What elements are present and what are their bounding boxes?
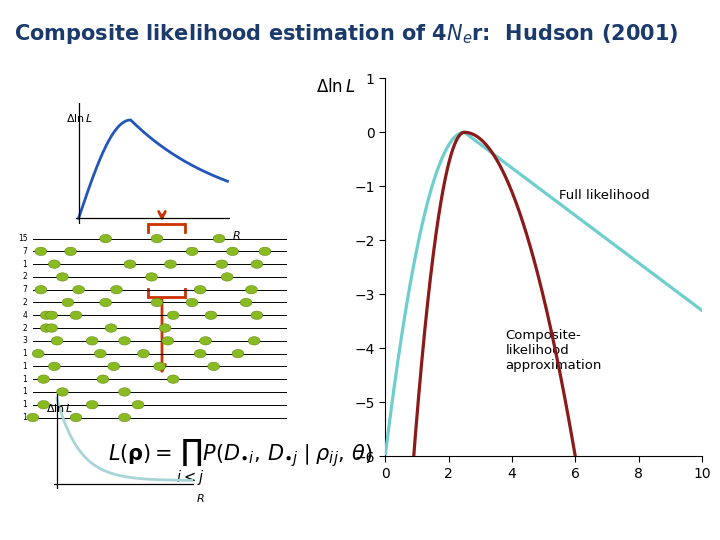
Circle shape [46,324,58,332]
Circle shape [97,375,109,383]
Circle shape [99,298,112,307]
Circle shape [73,286,85,294]
Circle shape [194,286,206,294]
Circle shape [35,286,47,294]
Circle shape [108,362,120,370]
Circle shape [213,234,225,243]
Text: Composite-
likelihood
approximation: Composite- likelihood approximation [505,329,602,373]
Circle shape [37,375,50,383]
Text: 15: 15 [18,234,27,243]
Text: 2: 2 [22,323,27,333]
Circle shape [232,349,244,358]
Circle shape [186,247,198,255]
Circle shape [111,286,122,294]
Text: 1: 1 [22,400,27,409]
Text: 2: 2 [22,273,27,281]
Text: $L(\mathbf{\rho}) = \prod_{i<j} P(D_{\bullet i},\, D_{\bullet j} \mid \rho_{ij},: $L(\mathbf{\rho}) = \prod_{i<j} P(D_{\bu… [107,438,372,488]
Circle shape [154,362,166,370]
Circle shape [70,413,82,422]
Circle shape [251,311,263,320]
Text: 4: 4 [22,311,27,320]
Circle shape [132,401,144,409]
Circle shape [162,336,174,345]
Text: $R$: $R$ [232,229,240,241]
Circle shape [208,362,220,370]
Circle shape [62,298,73,307]
Text: 1: 1 [22,375,27,383]
Circle shape [35,247,47,255]
Circle shape [65,247,76,255]
Circle shape [167,311,179,320]
Circle shape [164,260,176,268]
Circle shape [194,349,206,358]
Circle shape [57,388,68,396]
Circle shape [32,349,44,358]
Circle shape [46,311,58,320]
Circle shape [99,234,112,243]
Circle shape [119,413,130,422]
Circle shape [251,260,263,268]
Text: Composite likelihood estimation of 4$N_e$r:  Hudson (2001): Composite likelihood estimation of 4$N_e… [14,22,678,46]
Circle shape [248,336,260,345]
Circle shape [227,247,238,255]
Text: $\Delta\ln L$: $\Delta\ln L$ [45,402,73,414]
Circle shape [51,336,63,345]
Text: 7: 7 [22,247,27,256]
Circle shape [27,413,39,422]
Circle shape [119,388,130,396]
Circle shape [145,273,158,281]
Circle shape [216,260,228,268]
Circle shape [48,362,60,370]
Circle shape [167,375,179,383]
Text: 7: 7 [22,285,27,294]
Circle shape [37,401,50,409]
Circle shape [199,336,212,345]
Circle shape [138,349,150,358]
Text: $R$: $R$ [196,492,204,504]
Text: 1: 1 [22,413,27,422]
Text: $\Delta\ln L$: $\Delta\ln L$ [66,112,94,124]
Circle shape [124,260,136,268]
Text: Full likelihood: Full likelihood [559,189,650,202]
Circle shape [240,298,252,307]
Text: $\Delta\ln L$: $\Delta\ln L$ [315,78,355,96]
Circle shape [151,234,163,243]
Circle shape [151,298,163,307]
Circle shape [57,273,68,281]
Circle shape [94,349,107,358]
Circle shape [40,311,52,320]
Text: 1: 1 [22,362,27,371]
Circle shape [186,298,198,307]
Circle shape [119,336,130,345]
Circle shape [205,311,217,320]
Circle shape [105,324,117,332]
Circle shape [40,324,52,332]
Circle shape [86,336,98,345]
Text: 1: 1 [22,388,27,396]
Circle shape [70,311,82,320]
Text: 1: 1 [22,349,27,358]
Circle shape [259,247,271,255]
Text: 1: 1 [22,260,27,269]
Circle shape [221,273,233,281]
Text: 2: 2 [22,298,27,307]
Circle shape [246,286,258,294]
Circle shape [86,401,98,409]
Circle shape [159,324,171,332]
Circle shape [48,260,60,268]
Text: 3: 3 [22,336,27,346]
